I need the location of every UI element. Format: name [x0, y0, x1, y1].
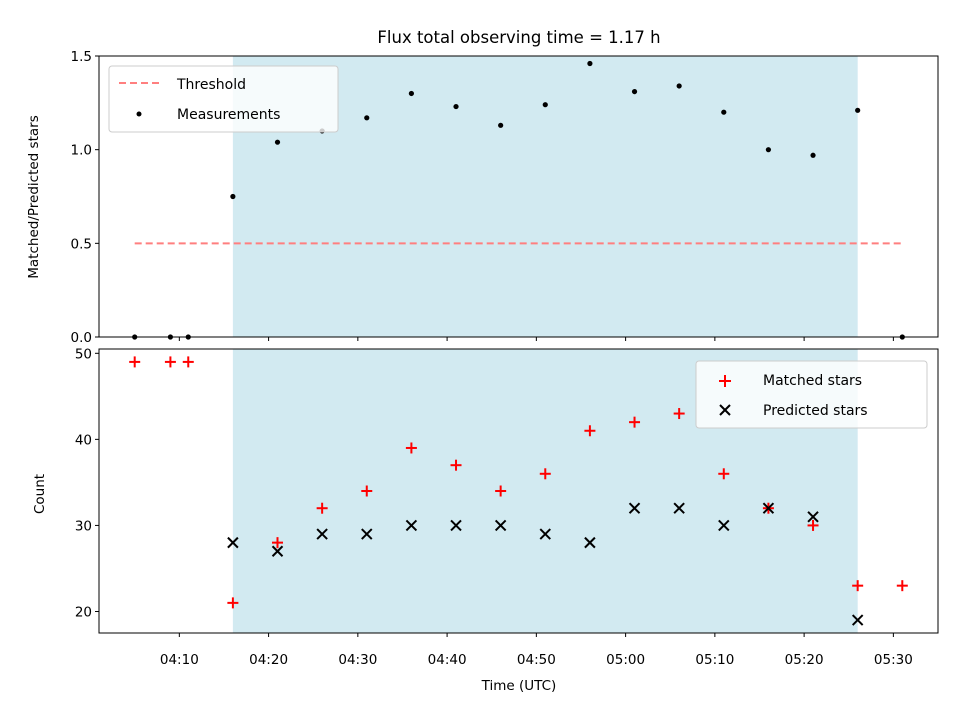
predicted-star-point [673, 502, 685, 514]
matched-star-point [495, 485, 507, 497]
measurement-point [230, 193, 236, 200]
x-tick-label: 04:40 [428, 652, 467, 668]
predicted-star-point [539, 528, 551, 540]
x-tick-label: 04:50 [517, 652, 556, 668]
measurement-point [721, 109, 727, 115]
predicted-star-point [762, 502, 775, 514]
measurement-point [676, 83, 682, 89]
predicted-star-point [584, 536, 596, 549]
bottom-y-axis-label: Count [32, 474, 48, 514]
bottom-plot-frame [98, 348, 939, 634]
top-plot-frame [98, 55, 939, 338]
x-tick-label: 05:10 [695, 652, 734, 668]
predicted-star-point [851, 614, 864, 626]
measurement-point [542, 102, 548, 108]
predicted-star-point [450, 519, 462, 532]
legend-matched-label: Matched stars [763, 373, 862, 389]
top-legend-box [108, 65, 339, 133]
matched-star-point [164, 356, 176, 368]
predicted-star-point [718, 519, 730, 532]
legend-threshold-label: Threshold [176, 77, 246, 93]
top-y-tick-label: 0.0 [71, 330, 92, 346]
x-tick-label: 04:20 [249, 652, 288, 668]
measurement-point [274, 139, 281, 145]
bottom-y-tick-label: 30 [75, 518, 92, 534]
bottom-legend: Matched stars Predicted stars [695, 360, 928, 429]
top-legend: Threshold Measurements [108, 65, 339, 133]
predicted-star-point [227, 536, 239, 549]
predicted-star-point [361, 528, 373, 540]
predicted-star-point [316, 528, 328, 540]
x-tick-label: 05:20 [785, 652, 824, 668]
predicted-star-point [271, 545, 284, 557]
matched-star-point [718, 468, 730, 480]
matched-star-point [852, 580, 864, 592]
predicted-star-point [628, 502, 641, 514]
predicted-star-point [807, 511, 819, 523]
measurement-point [765, 147, 772, 153]
bottom-y-tick-label: 40 [75, 432, 92, 448]
bottom-y-tick-label: 20 [75, 604, 92, 620]
figure-title: Flux total observing time = 1.17 h [377, 28, 660, 47]
predicted-star-point [405, 519, 418, 532]
measurement-point [631, 88, 638, 95]
x-tick-label: 04:10 [160, 652, 199, 668]
legend-predicted-swatch [719, 404, 731, 416]
matched-star-point [227, 597, 239, 609]
top-panel: 0.0 0.5 1.0 1.5 Matched/Predicted stars Thr… [26, 49, 939, 346]
top-y-tick-label: 0.5 [71, 236, 92, 252]
top-y-tick-label: 1.5 [71, 49, 92, 65]
top-y-tick-label: 1.0 [71, 143, 92, 159]
matched-star-point [896, 580, 908, 592]
bottom-panel: 20 30 40 50 04:10 04:20 04:30 04:40 04:50 05:00 0… [32, 346, 939, 694]
legend-measurements-swatch [136, 111, 142, 117]
x-tick-label: 05:30 [874, 652, 913, 668]
matched-star-point [450, 459, 462, 471]
measurement-point [587, 60, 593, 67]
matched-star-point [361, 485, 373, 497]
bottom-legend-box [695, 360, 928, 429]
matched-star-point [316, 502, 328, 514]
measurement-point [810, 152, 816, 158]
matched-star-point [129, 356, 141, 368]
matched-star-point [629, 416, 641, 428]
x-tick-label: 04:30 [338, 652, 377, 668]
measurement-point [453, 103, 459, 110]
x-tick-label: 05:00 [606, 652, 645, 668]
legend-predicted-label: Predicted stars [763, 403, 868, 419]
measurement-point [364, 115, 370, 121]
matched-star-point [182, 356, 194, 368]
predicted-star-point [494, 519, 507, 532]
matched-star-point [673, 408, 685, 420]
matched-star-point [584, 425, 596, 437]
x-axis-label: Time (UTC) [481, 678, 557, 694]
legend-matched-swatch [719, 375, 731, 387]
matched-star-point [272, 537, 284, 549]
legend-measurements-label: Measurements [177, 107, 280, 123]
matched-star-point [539, 468, 551, 480]
measurement-point [855, 107, 861, 113]
measurement-point [498, 122, 504, 128]
bottom-y-tick-label: 50 [75, 346, 92, 362]
top-y-axis-label: Matched/Predicted stars [26, 115, 42, 278]
matched-star-point [405, 442, 417, 454]
measurement-point [408, 90, 414, 97]
matched-star-point [807, 519, 819, 531]
